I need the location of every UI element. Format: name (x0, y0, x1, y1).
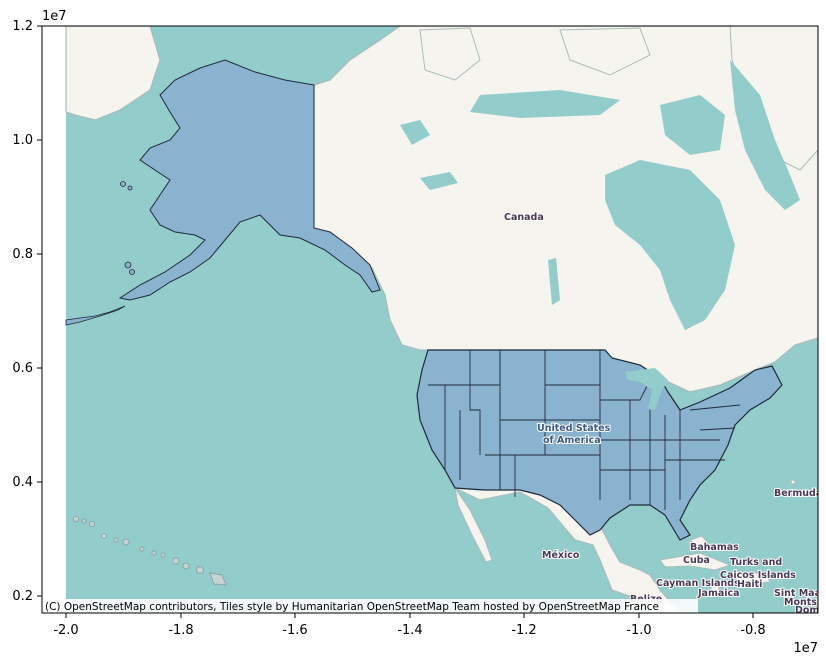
arctic-channel (470, 90, 620, 118)
x-exponent-label: 1e7 (793, 641, 818, 656)
attribution-background (42, 599, 698, 613)
arctic-island-1 (419, 27, 481, 81)
jamaica-island (710, 583, 720, 593)
x-axis: -2.0 -1.8 -1.6 -1.4 -1.2 -1.0 -0.8 1e7 (53, 613, 818, 656)
label-mexico: México (542, 550, 580, 561)
y-axis: 0.2 0.4 0.6 0.8 1.0 1.2 1e7 (12, 9, 66, 604)
y-tick-label: 1.2 (12, 19, 33, 34)
label-usa-line1: United States (537, 423, 611, 434)
x-tick-label: -1.2 (511, 623, 536, 638)
label-cayman: Cayman Islands (656, 578, 740, 589)
x-tick-label: -1.6 (282, 623, 307, 638)
bermuda-island (790, 479, 796, 485)
hawaii-islands (73, 516, 227, 586)
hispaniola-island (734, 571, 771, 586)
aleutian-islands (65, 181, 135, 326)
x-tick-label: -1.4 (397, 623, 422, 638)
contiguous-us (416, 349, 783, 541)
siberia-land (65, 26, 161, 121)
no-tile-area (42, 26, 66, 613)
label-turks-line2: Caicos Islands (720, 570, 796, 581)
attribution-text: (C) OpenStreetMap contributors, Tiles st… (45, 601, 659, 613)
label-sint-maarten: Sint Maa (774, 588, 821, 599)
great-lakes (625, 368, 668, 410)
axes-frame (41, 25, 819, 614)
bahamas-islands (689, 535, 713, 553)
x-tick-label: -0.8 (740, 623, 765, 638)
x-tick-label: -1.8 (168, 623, 193, 638)
x-tick-label: -2.0 (53, 623, 78, 638)
baffin-bay (730, 60, 800, 210)
foxe-basin (660, 95, 725, 155)
map-area: Canada United States of America México B… (42, 26, 822, 616)
y-exponent-label: 1e7 (42, 9, 67, 24)
y-tick-label: 1.0 (12, 133, 33, 148)
label-bahamas: Bahamas (690, 542, 739, 553)
alaska (118, 59, 381, 301)
lake-winnipeg (548, 258, 560, 305)
label-haiti: Haiti (737, 579, 762, 590)
x-tick-label: -1.0 (626, 623, 651, 638)
arctic-island-2 (559, 27, 651, 76)
label-bermuda: Bermuda (774, 488, 822, 499)
label-usa-line2: of America (543, 435, 601, 446)
y-tick-label: 0.6 (12, 361, 33, 376)
y-tick-label: 0.4 (12, 475, 33, 490)
label-montserrat: Monts (784, 597, 817, 608)
label-dominica: Dom (795, 605, 819, 616)
state-borders (428, 350, 741, 510)
great-slave-lake (420, 172, 458, 190)
label-turks-line1: Turks and (730, 557, 782, 568)
hudson-bay (605, 160, 735, 330)
y-tick-label: 0.2 (12, 589, 33, 604)
label-cuba: Cuba (683, 555, 710, 566)
label-jamaica: Jamaica (697, 588, 740, 599)
baja-california (454, 487, 493, 563)
y-tick-label: 0.8 (12, 247, 33, 262)
cuba-island (659, 552, 732, 571)
label-canada: Canada (504, 212, 544, 223)
great-bear-lake (400, 120, 430, 145)
